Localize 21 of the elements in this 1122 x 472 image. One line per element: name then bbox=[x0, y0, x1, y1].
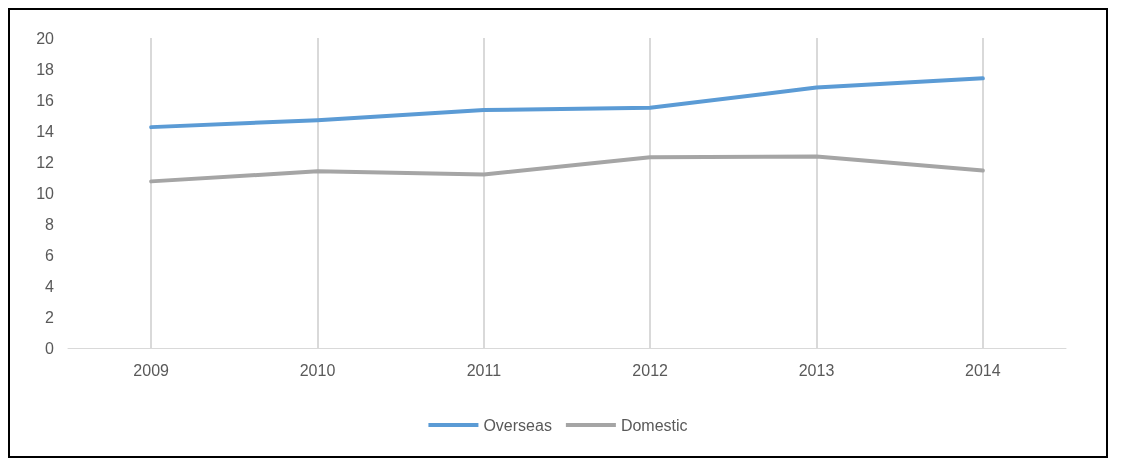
x-tick-label: 2010 bbox=[299, 361, 336, 379]
y-tick-label: 12 bbox=[36, 153, 55, 171]
y-tick-label: 20 bbox=[36, 29, 55, 47]
y-tick-label: 8 bbox=[45, 215, 55, 233]
y-tick-label: 14 bbox=[36, 122, 55, 140]
y-tick-label: 2 bbox=[45, 308, 55, 326]
y-tick-label: 10 bbox=[36, 184, 55, 202]
y-tick-label: 6 bbox=[45, 246, 55, 264]
legend-label: Overseas bbox=[483, 416, 552, 434]
x-tick-label: 2011 bbox=[466, 361, 502, 379]
x-tick-label: 2009 bbox=[133, 361, 170, 379]
y-tick-label: 18 bbox=[36, 60, 55, 78]
line-series bbox=[149, 154, 985, 184]
x-tick-label: 2014 bbox=[965, 361, 1001, 379]
y-tick-label: 0 bbox=[45, 339, 55, 357]
y-tick-label: 16 bbox=[36, 91, 55, 109]
x-tick-label: 2012 bbox=[632, 361, 669, 379]
legend-label: Domestic bbox=[620, 416, 688, 434]
line-series bbox=[149, 76, 985, 130]
x-tick-label: 2013 bbox=[798, 361, 835, 379]
y-tick-label: 4 bbox=[45, 277, 55, 295]
